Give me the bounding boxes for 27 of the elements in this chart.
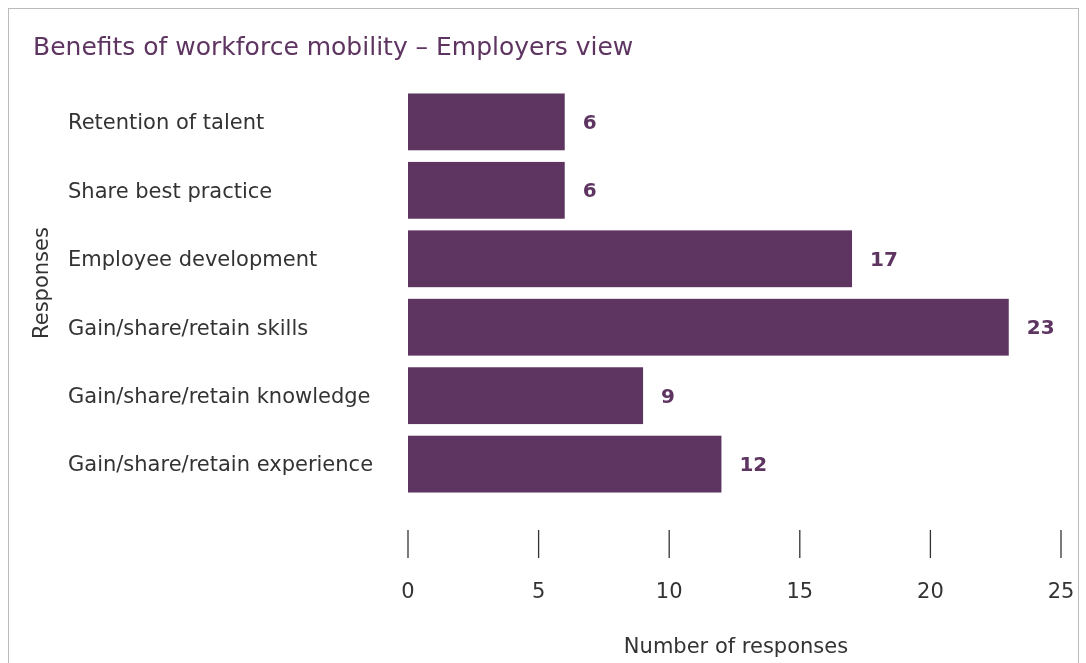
data-label: 23 <box>1026 315 1055 340</box>
x-tick-label: 0 <box>401 579 415 603</box>
y-axis-title: Responses <box>29 227 53 339</box>
bar <box>408 435 722 493</box>
data-label: 9 <box>661 383 675 408</box>
data-label: 17 <box>870 246 898 271</box>
y-tick-label: Gain/share/retain skills <box>68 315 309 340</box>
y-tick-label: Gain/share/retain experience <box>68 452 374 477</box>
bar <box>408 230 853 288</box>
chart-title: Benefits of workforce mobility – Employers view <box>33 32 634 61</box>
data-label: 12 <box>739 452 768 477</box>
x-axis-title: Number of responses <box>623 634 849 658</box>
x-tick-label: 5 <box>531 579 546 603</box>
x-tick-label: 15 <box>786 579 814 603</box>
y-tick-label: Retention of talent <box>68 110 265 135</box>
y-tick-label: Share best practice <box>68 178 273 203</box>
data-label: 6 <box>582 178 597 203</box>
bar <box>408 298 1009 356</box>
x-tick-label: 20 <box>917 579 944 603</box>
bar <box>408 93 565 151</box>
data-label: 6 <box>582 109 597 134</box>
bar <box>408 367 644 425</box>
x-tick-label: 25 <box>1047 579 1075 603</box>
y-tick-label: Employee development <box>68 247 318 272</box>
x-tick-label: 10 <box>655 579 683 603</box>
y-tick-label: Gain/share/retain knowledge <box>68 384 371 409</box>
bar <box>408 161 565 219</box>
